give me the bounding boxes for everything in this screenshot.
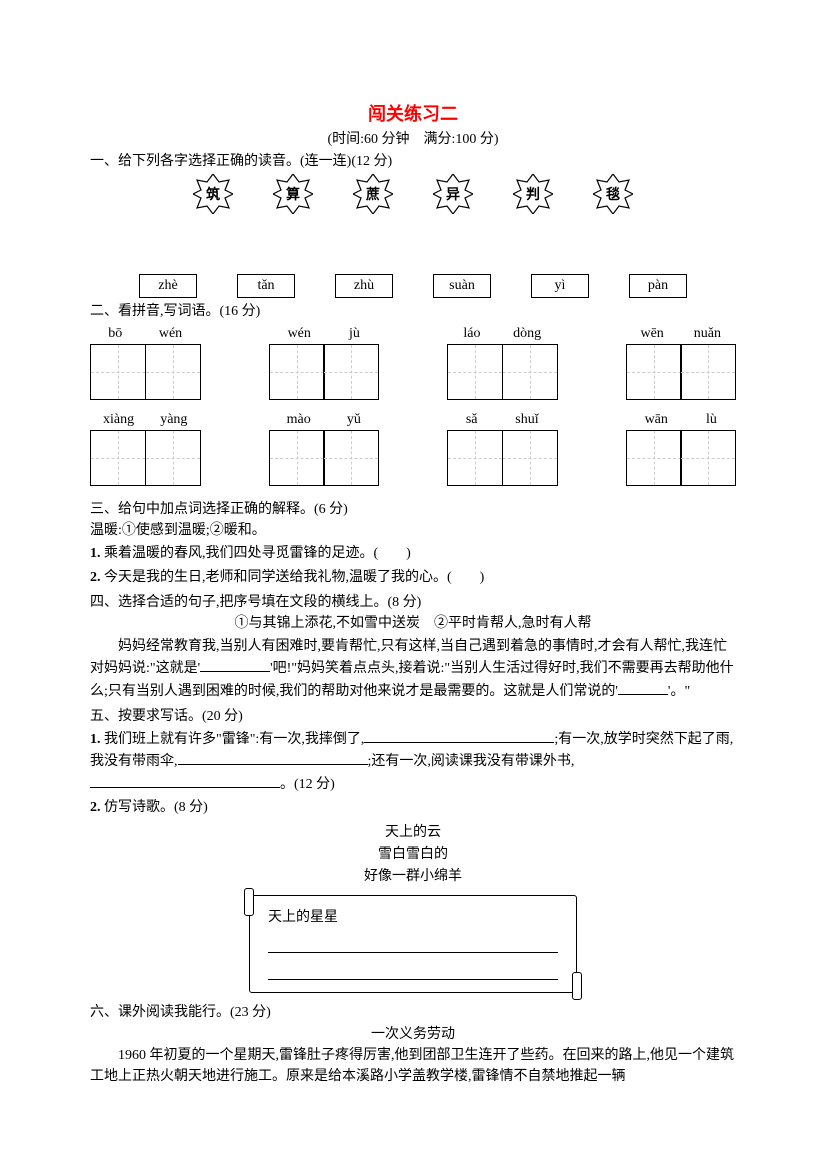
writing-cell[interactable] (90, 430, 146, 486)
q4-options: ①与其锦上添花,不如雪中送炭 ②平时肯帮人,急时有人帮 (90, 614, 736, 634)
writing-cell[interactable] (323, 430, 379, 486)
q1-char-1: 算 (273, 174, 313, 214)
page-title: 闯关练习二 (90, 100, 736, 126)
writing-cell[interactable] (502, 430, 558, 486)
q2-item: wénjù (269, 326, 380, 400)
q1-pinyin-row: zhè tǎn zhù suàn yì pàn (90, 274, 736, 298)
writing-cell[interactable] (680, 344, 736, 400)
q1-pinyin-4: yì (531, 274, 589, 298)
q2-item: láodòng (447, 326, 558, 400)
q1-pinyin-2: zhù (335, 274, 393, 298)
writing-cell[interactable] (323, 344, 379, 400)
q2-item: xiàngyàng (90, 412, 201, 486)
worksheet-page: 闯关练习二 (时间:60 分钟 满分:100 分) 一、给下列各字选择正确的读音… (0, 0, 826, 1130)
q5-item1: 1. 我们班上就有许多"雷锋":有一次,我摔倒了,;有一次,放学时突然下起了雨,… (90, 728, 736, 795)
writing-cell[interactable] (90, 344, 146, 400)
poem-line-1: 天上的云 (90, 821, 736, 841)
q1-char-5: 毯 (593, 174, 633, 214)
q3-sentence-2: 2. 今天是我的生日,老师和同学送给我礼物,温暖了我的心。( ) (90, 568, 736, 588)
q4-heading: 四、选择合适的句子,把序号填在文段的横线上。(8 分) (90, 591, 736, 611)
q1-char-4: 判 (513, 174, 553, 214)
q1-char-2: 蔗 (353, 174, 393, 214)
writing-line[interactable] (268, 959, 558, 980)
writing-cell[interactable] (447, 430, 503, 486)
page-subtitle: (时间:60 分钟 满分:100 分) (90, 128, 736, 148)
q2-item: màoyǔ (269, 412, 380, 486)
q3-heading: 三、给句中加点词选择正确的解释。(6 分) (90, 498, 736, 518)
q1-pinyin-1: tǎn (237, 274, 295, 298)
q5-heading: 五、按要求写话。(20 分) (90, 705, 736, 725)
blank-input[interactable] (200, 657, 270, 672)
scroll-title: 天上的星星 (268, 906, 558, 926)
q1-char-3: 异 (433, 174, 473, 214)
q1-char-row: 筑 算 蔗 异 判 毯 (90, 174, 736, 214)
writing-cell[interactable] (269, 344, 325, 400)
q6-paragraph: 1960 年初夏的一个星期天,雷锋肚子疼得厉害,他到团部卫生连开了些药。在回来的… (90, 1046, 736, 1087)
q3-sentence-1: 1. 乘着温暖的春风,我们四处寻觅雷锋的足迹。( ) (90, 544, 736, 564)
writing-cell[interactable] (145, 344, 201, 400)
writing-cell[interactable] (269, 430, 325, 486)
writing-cell[interactable] (145, 430, 201, 486)
writing-line[interactable] (268, 932, 558, 953)
q4-paragraph: 妈妈经常教育我,当别人有困难时,要肯帮忙,只有这样,当自己遇到着急的事情时,才会… (90, 637, 736, 702)
scroll-answer-box: 天上的星星 (249, 895, 577, 993)
writing-cell[interactable] (502, 344, 558, 400)
q1-heading: 一、给下列各字选择正确的读音。(连一连)(12 分) (90, 150, 736, 170)
writing-cell[interactable] (626, 430, 682, 486)
blank-input[interactable] (90, 773, 280, 788)
writing-cell[interactable] (447, 344, 503, 400)
q2-item: wēnnuǎn (626, 326, 737, 400)
q1-pinyin-5: pàn (629, 274, 687, 298)
q1-pinyin-0: zhè (139, 274, 197, 298)
q2-item: bōwén (90, 326, 201, 400)
blank-input[interactable] (178, 750, 368, 765)
q5-item2: 2. 仿写诗歌。(8 分) (90, 798, 736, 818)
q1-char-0: 筑 (193, 174, 233, 214)
q2-heading: 二、看拼音,写词语。(16 分) (90, 300, 736, 320)
q2-row2: xiàngyàng màoyǔ sǎshuǐ wānlù (90, 412, 736, 486)
writing-cell[interactable] (626, 344, 682, 400)
poem-line-2: 雪白雪白的 (90, 843, 736, 863)
q2-row1: bōwén wénjù láodòng wēnnuǎn (90, 326, 736, 400)
q2-item: sǎshuǐ (447, 412, 558, 486)
writing-cell[interactable] (680, 430, 736, 486)
q6-heading: 六、课外阅读我能行。(23 分) (90, 1001, 736, 1021)
q6-reading-title: 一次义务劳动 (90, 1023, 736, 1043)
blank-input[interactable] (364, 728, 554, 743)
blank-input[interactable] (618, 680, 668, 695)
poem-line-3: 好像一群小绵羊 (90, 865, 736, 885)
q1-pinyin-3: suàn (433, 274, 491, 298)
q2-item: wānlù (626, 412, 737, 486)
q3-definition: 温暖:①使感到温暖;②暖和。 (90, 521, 736, 541)
